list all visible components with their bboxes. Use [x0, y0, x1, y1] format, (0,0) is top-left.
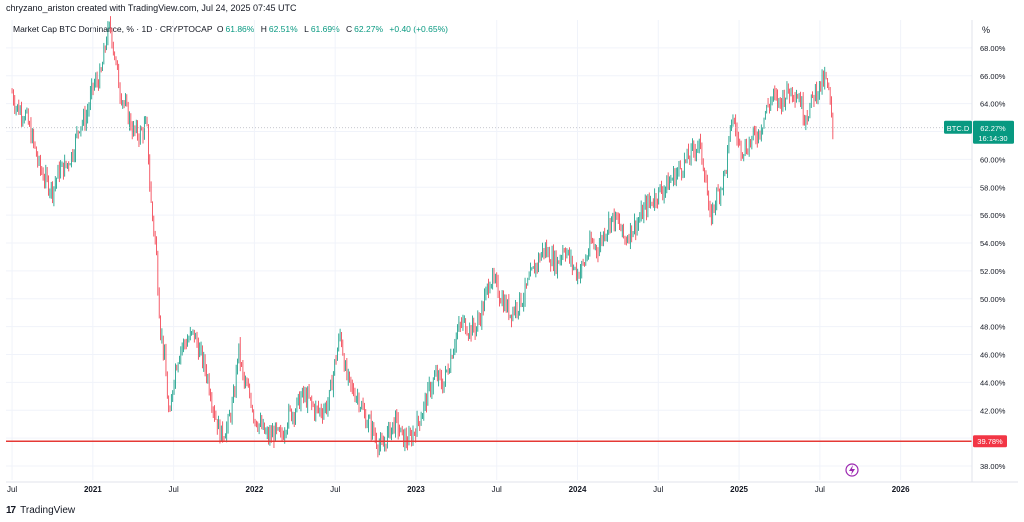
y-tick-label: 60.00% [980, 155, 1006, 164]
x-tick-label: 2026 [892, 485, 910, 494]
y-tick-label: 64.00% [980, 100, 1006, 109]
symbol-tag: BTC.D [947, 124, 970, 133]
x-tick-label: Jul [7, 485, 17, 494]
tradingview-footer: 17 TradingView [6, 505, 75, 516]
time-axis[interactable]: Jul 2021 Jul 2022 Jul 2023 Jul 2024 Jul 2025 Jul 20… [7, 485, 910, 494]
x-tick-label: 2021 [84, 485, 102, 494]
symbol-legend: Market Cap BTC Dominance, % · 1D · CRYPT… [13, 24, 450, 34]
grid [6, 20, 972, 480]
symbol-tag-bg [944, 120, 972, 134]
legend-open: O 61.86% [216, 24, 255, 34]
legend-low: L 61.69% [304, 24, 340, 34]
lightning-icon[interactable] [845, 463, 859, 477]
y-tick-label: 48.00% [980, 323, 1006, 332]
y-tick-label: 54.00% [980, 239, 1006, 248]
x-tick-label: 2022 [246, 485, 264, 494]
hline-label-bg [973, 435, 1007, 448]
last-price-label: 62.27% [980, 124, 1006, 133]
y-tick-label: 42.00% [980, 406, 1006, 415]
last-price-label-bg [973, 120, 1014, 144]
footer-brand: TradingView [20, 505, 76, 516]
y-tick-label: 38.00% [980, 462, 1006, 471]
price-axis[interactable]: 38.00%40.00%42.00%44.00%46.00%48.00%50.0… [980, 44, 1006, 471]
x-tick-label: Jul [492, 485, 502, 494]
publish-header: chryzano_ariston created with TradingVie… [6, 3, 297, 13]
x-tick-label: Jul [815, 485, 825, 494]
x-tick-label: Jul [330, 485, 340, 494]
hline-label: 39.78% [977, 437, 1003, 446]
legend-close: C 62.27% [346, 24, 384, 34]
y-tick-label: 56.00% [980, 211, 1006, 220]
x-tick-label: 2023 [407, 485, 425, 494]
y-tick-label: 50.00% [980, 295, 1006, 304]
price-scale-unit[interactable]: % [982, 25, 991, 35]
legend-change: +0.40 (+0.65%) [389, 24, 448, 34]
x-tick-label: 2025 [730, 485, 748, 494]
y-tick-label: 58.00% [980, 183, 1006, 192]
candles [11, 16, 834, 458]
tradingview-logo-icon: 17 [6, 505, 16, 516]
y-tick-label: 44.00% [980, 378, 1006, 387]
x-tick-label: Jul [653, 485, 663, 494]
x-tick-label: 2024 [569, 485, 587, 494]
price-labels: 39.78% BTC.D 62.27%16:14:30 [944, 120, 1014, 448]
legend-high: H 62.51% [260, 24, 298, 34]
x-tick-label: Jul [169, 485, 179, 494]
y-tick-label: 68.00% [980, 44, 1006, 53]
symbol-title: Market Cap BTC Dominance, % · 1D · CRYPT… [13, 24, 213, 34]
y-tick-label: 66.00% [980, 72, 1006, 81]
y-tick-label: 46.00% [980, 351, 1006, 360]
countdown-label: 16:14:30 [978, 134, 1007, 143]
y-tick-label: 52.00% [980, 267, 1006, 276]
